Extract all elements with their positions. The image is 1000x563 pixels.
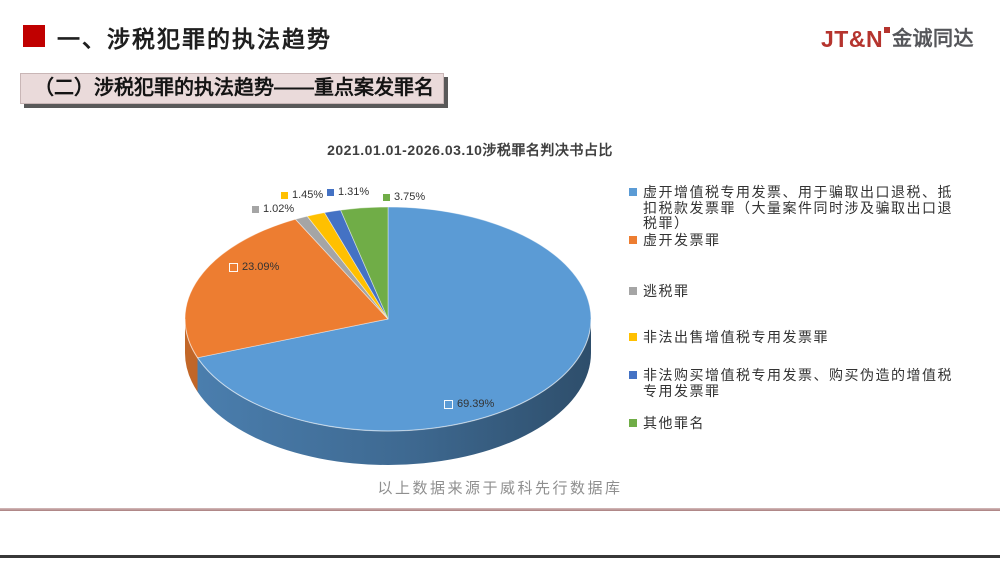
legend-key-swatch — [229, 262, 238, 272]
legend-key-swatch — [629, 333, 637, 341]
data-label: 3.75% — [383, 191, 425, 203]
footer-divider-thin — [0, 508, 1000, 511]
data-label: 23.09% — [229, 261, 279, 273]
data-label: 69.39% — [444, 398, 494, 410]
data-label: 1.45% — [281, 189, 323, 201]
data-label: 1.02% — [252, 203, 294, 215]
legend-key-swatch — [281, 191, 288, 199]
logo-company-name: 金诚同达 — [892, 28, 975, 50]
data-source-note: 以上数据来源于威科先行数据库 — [377, 480, 623, 497]
data-label: 1.31% — [327, 186, 369, 198]
legend-key-swatch — [383, 193, 390, 201]
legend-key-swatch — [252, 205, 259, 213]
legend-key-swatch — [629, 287, 637, 295]
logo-trademark-icon — [884, 27, 891, 33]
legend-key-swatch — [629, 371, 637, 379]
title-bullet-square — [23, 25, 45, 47]
footer-divider-dark — [0, 555, 1000, 558]
page-title: 一、涉税犯罪的执法趋势 — [57, 26, 332, 52]
legend-item: 非法出售增值税专用发票罪 — [629, 329, 993, 346]
legend-item: 逃税罪 — [629, 283, 993, 300]
legend-key-swatch — [629, 419, 637, 427]
section-subtitle-banner: （二）涉税犯罪的执法趋势——重点案发罪名 — [20, 73, 444, 104]
legend-item: 虚开增值税专用发票、用于骗取出口退税、抵 扣税款发票罪（大量案件同时涉及骗取出口… — [629, 184, 993, 232]
legend-item: 非法购买增值税专用发票、购买伪造的增值税 专用发票罪 — [629, 367, 993, 399]
legend-item: 其他罪名 — [629, 415, 993, 432]
company-logo: JT&N 金诚同达 — [821, 26, 974, 53]
legend-key-swatch — [444, 399, 453, 409]
legend-item: 虚开发票罪 — [629, 232, 993, 249]
chart-title: 2021.01.01-2026.03.10涉税罪名判决书占比 — [327, 142, 613, 158]
legend-key-swatch — [327, 188, 334, 196]
legend-key-swatch — [629, 236, 637, 244]
logo-wordmark: JT&N — [821, 26, 884, 52]
legend-key-swatch — [629, 188, 637, 196]
